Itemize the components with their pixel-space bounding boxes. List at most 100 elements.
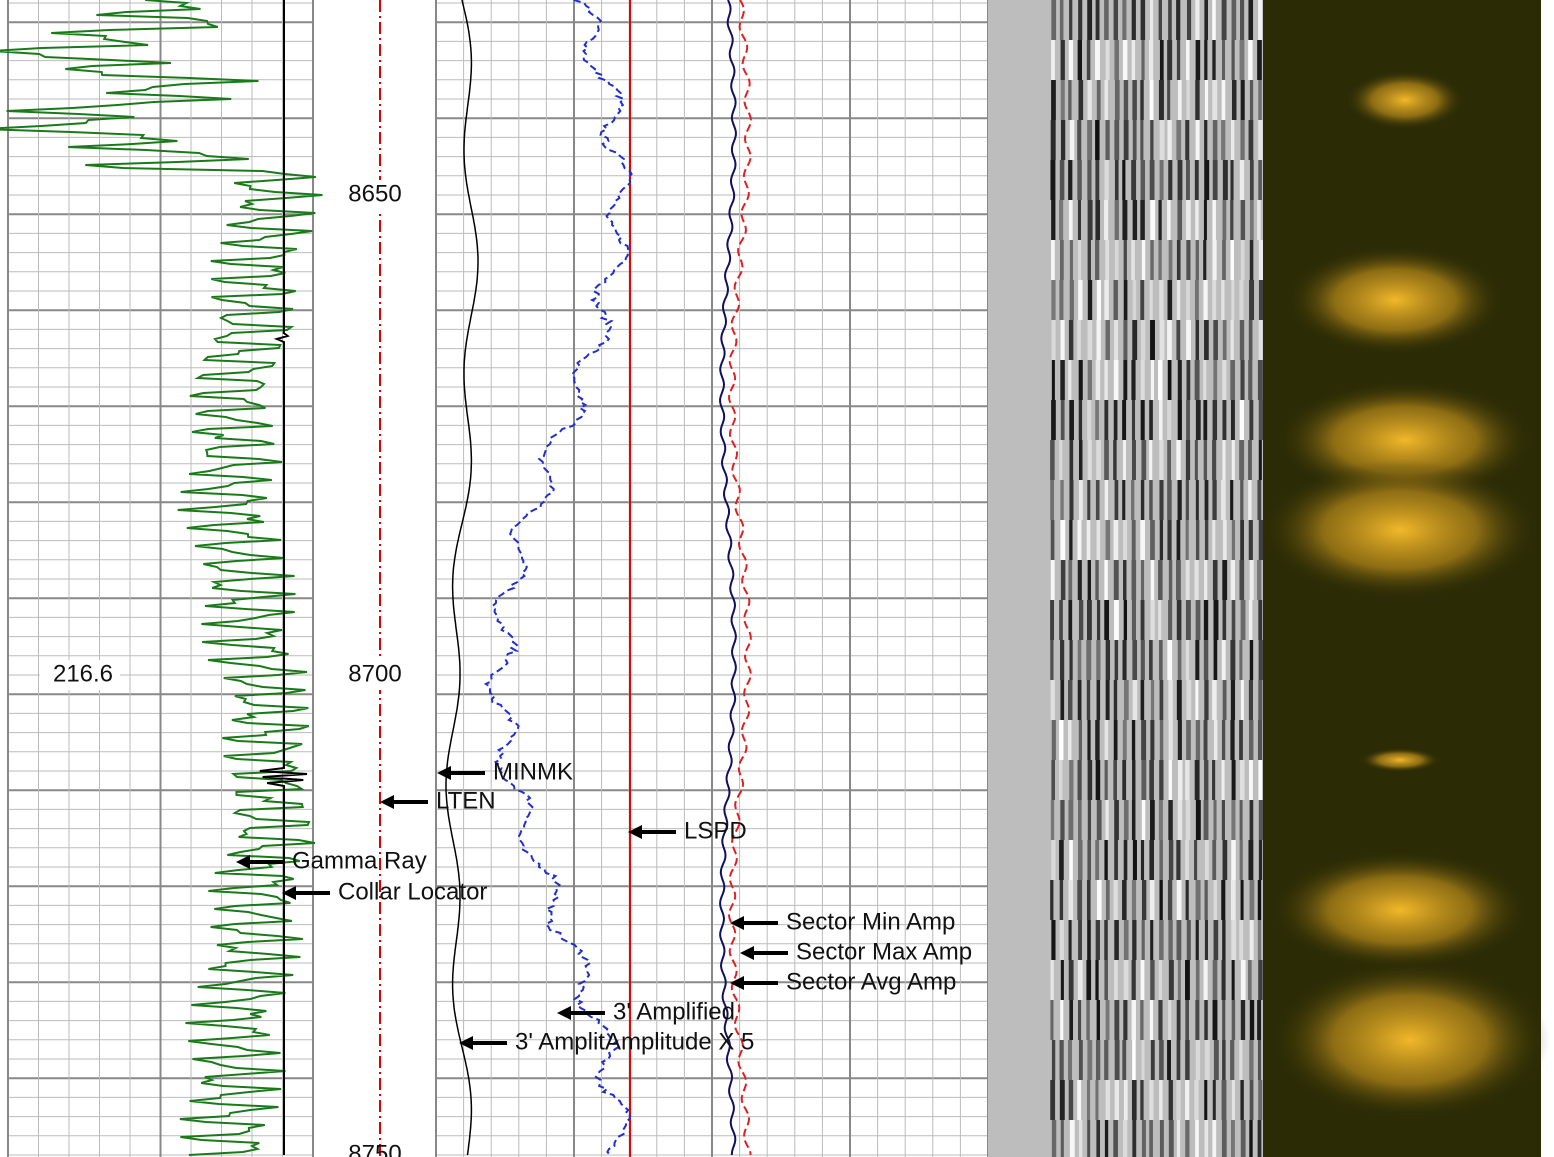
vdl-stripe [1095,720,1100,760]
vdl-stripe [1159,40,1164,80]
vdl-stripe [1239,760,1245,800]
vdl-stripe [1077,120,1082,160]
vdl-stripe [1194,440,1198,480]
vdl-stripe [1113,360,1119,400]
vdl-stripe [1185,640,1190,680]
vdl-stripe [1149,280,1153,320]
vdl-stripe [1159,440,1164,480]
vdl-stripe [1212,1120,1217,1157]
vdl-stripe [1086,1000,1090,1040]
vdl-stripe [1059,840,1064,880]
vdl-stripe [1104,80,1108,120]
vdl-stripe [1248,720,1254,760]
vdl-stripe [1123,600,1128,640]
vdl-stripe [1239,160,1245,200]
vdl-stripe [1185,120,1190,160]
vdl-stripe [1212,480,1217,520]
vdl-stripe [1240,240,1245,280]
curve-label: LTEN [436,787,496,814]
vdl-stripe [1131,560,1137,600]
vdl-stripe [1059,1080,1065,1120]
vdl-stripe [1248,0,1254,40]
vdl-stripe [1222,560,1228,600]
vdl-stripe [1213,800,1217,840]
vdl-stripe [1258,400,1264,440]
vdl-stripe [1177,360,1182,400]
curve-label: Collar Locator [338,878,487,905]
vdl-stripe [1176,920,1182,960]
vdl-stripe [1132,840,1137,880]
vdl-stripe [1068,320,1074,360]
vdl-stripe [1204,920,1209,960]
vdl-stripe [1114,1040,1120,1080]
vdl-stripe [1195,800,1201,840]
vdl-stripe [1078,440,1083,480]
vdl-stripe [1258,160,1262,200]
vdl-stripe [1060,120,1066,160]
vdl-stripe [1068,360,1072,400]
vdl-stripe [1095,240,1100,280]
vdl-stripe [1186,240,1191,280]
vdl-stripe [1087,0,1093,40]
vdl-stripe [1186,400,1190,440]
vdl-stripe [1231,440,1235,480]
vdl-stripe [1050,640,1054,680]
vdl-stripe [1104,480,1109,520]
vdl-stripe [1159,720,1164,760]
track-value: 216.6 [53,660,113,687]
vdl-stripe [1230,400,1235,440]
vdl-stripe [1104,920,1108,960]
vdl-stripe [1203,200,1207,240]
vdl-stripe [1240,200,1246,240]
vdl-stripe [1258,80,1262,120]
vdl-stripe [1059,440,1063,480]
vdl-stripe [1185,480,1189,520]
vdl-stripe [1257,360,1263,400]
vdl-stripe [1159,480,1164,520]
vdl-stripe [1050,480,1055,520]
vdl-stripe [1221,0,1227,40]
vdl-stripe [1140,560,1145,600]
vdl-stripe [1095,560,1099,600]
vdl-stripe [1096,680,1101,720]
vdl-stripe [1123,1000,1128,1040]
vdl-stripe [1113,0,1119,40]
vdl-stripe [1114,320,1119,360]
vdl-stripe [1150,520,1155,560]
vdl-stripe [1132,920,1137,960]
vdl-stripe [1159,160,1164,200]
sector-min-curve [719,0,737,1156]
vdl-stripe [1077,1000,1082,1040]
vdl-stripe [1104,1120,1109,1157]
vdl-stripe [1114,480,1119,520]
vdl-stripe [1195,200,1199,240]
vdl-stripe [1068,880,1074,920]
vdl-stripe [1231,80,1237,120]
vdl-stripe [1114,800,1119,840]
vdl-stripe [1060,400,1065,440]
vdl-stripe [1194,160,1199,200]
vdl-stripe [1086,640,1092,680]
vdl-stripe [1059,760,1063,800]
vdl-stripe [1258,800,1264,840]
vdl-stripe [1159,280,1164,320]
vdl-stripe [1221,120,1226,160]
vdl-stripe [1050,560,1055,600]
vdl-stripe [1194,760,1200,800]
vdl-stripe [1213,320,1218,360]
vdl-stripe [1168,720,1173,760]
vdl-stripe [1150,960,1155,1000]
vdl-stripe [1231,840,1236,880]
vdl-stripe [1123,240,1127,280]
vdl-stripe [1248,760,1253,800]
vdl-stripe [1132,640,1138,680]
vdl-stripe [1141,720,1147,760]
vdl-stripe [1087,400,1092,440]
vdl-stripe [1113,1120,1118,1157]
vdl-stripe [1113,440,1117,480]
vdl-stripe [1240,960,1246,1000]
vdl-stripe [1114,160,1119,200]
vdl-stripe [1105,520,1111,560]
vdl-stripe [1095,920,1100,960]
depth-label: 8750 [348,1140,401,1157]
